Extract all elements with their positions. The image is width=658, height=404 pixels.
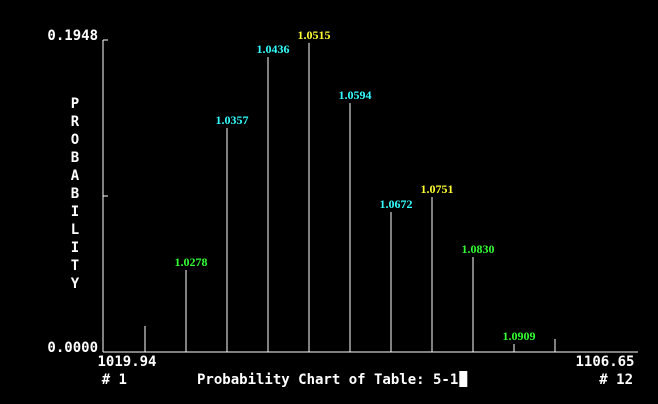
value-label: 1.0909 (503, 329, 536, 343)
x-min-label: 1019.94 (97, 354, 156, 370)
y-tick-label: 0.0000 (47, 340, 98, 356)
x-first-index: # 1 (102, 372, 127, 388)
chart-title: Probability Chart of Table: 5-1 (197, 372, 458, 388)
value-label: 1.0830 (462, 242, 495, 256)
value-label: 1.0672 (380, 197, 413, 211)
value-label: 1.0436 (257, 42, 290, 56)
cursor (459, 371, 468, 387)
y-tick-label: 0.1948 (47, 28, 98, 44)
value-label: 1.0515 (298, 28, 331, 42)
value-label: 1.0278 (175, 255, 208, 269)
x-max-label: 1106.65 (575, 354, 634, 370)
y-axis-label: PROBABILITY (67, 96, 83, 294)
value-label: 1.0357 (216, 113, 249, 127)
value-label: 1.0594 (339, 88, 372, 102)
value-label: 1.0751 (421, 182, 454, 196)
x-last-index: # 12 (599, 372, 633, 388)
